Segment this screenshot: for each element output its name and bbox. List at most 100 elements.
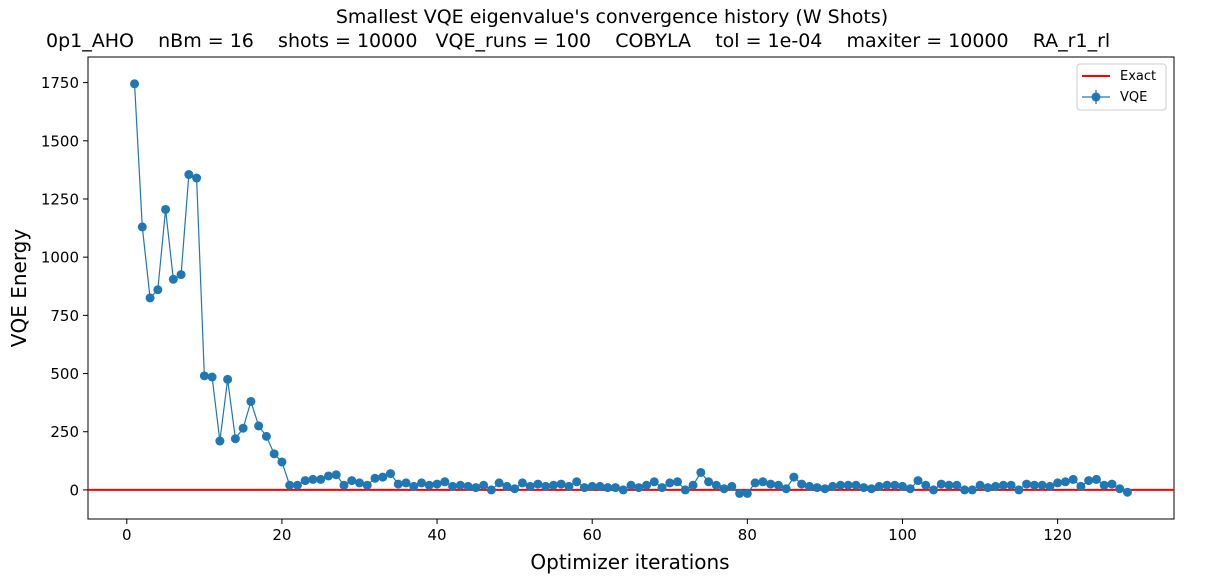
vqe-point [199,371,209,381]
vqe-point [533,479,543,489]
vqe-point [1084,476,1094,486]
vqe-point [936,479,946,489]
vqe-point [797,479,807,489]
y-tick-label: 0 [69,481,79,499]
vqe-point [486,485,496,495]
vqe-point [409,481,419,491]
legend: Exact VQE [1076,63,1167,111]
vqe-point [665,478,675,488]
vqe-point [1122,487,1132,497]
vqe-point [781,484,791,494]
vqe-point [960,485,970,495]
vqe-series-group [130,79,1132,498]
vqe-series-line [133,83,1128,494]
x-tick-label: 20 [272,526,291,544]
vqe-point [820,484,830,494]
vqe-point [269,449,279,459]
y-tick-label: 1250 [41,190,79,208]
vqe-point [440,477,450,487]
vqe-point [804,481,814,491]
vqe-point [1014,485,1024,495]
chart-title: Smallest VQE eigenvalue's convergence hi… [335,6,889,28]
vqe-point [711,480,721,490]
vqe-point [680,485,690,495]
vqe-point [378,472,388,482]
vqe-point [991,481,1001,491]
vqe-point [308,474,318,484]
vqe-point [223,374,233,384]
vqe-point [455,480,465,490]
x-tick-label: 120 [1043,526,1072,544]
vqe-point [238,423,248,433]
vqe-point [1045,481,1055,491]
vqe-point [579,483,589,493]
vqe-point [564,481,574,491]
vqe-point [1053,478,1063,488]
vqe-point [727,481,737,491]
vqe-point [1006,480,1016,490]
vqe-point [292,480,302,490]
vqe-point [176,270,186,280]
vqe-point [921,480,931,490]
vqe-point [657,483,667,493]
vqe-point [277,457,287,467]
vqe-point [331,470,341,480]
vqe-point [1022,479,1032,489]
y-tick-label: 500 [50,365,79,383]
y-ticks: 0 250 500 750 1000 1250 1500 1750 [41,74,88,499]
x-tick-label: 0 [122,526,132,544]
x-tick-label: 80 [738,526,757,544]
chart-subtitle: 0p1_AHO nBm = 16 shots = 10000 VQE_runs … [46,30,1111,52]
vqe-point [393,479,403,489]
vqe-point [1099,480,1109,490]
vqe-point [246,396,256,406]
legend-exact-label: Exact [1120,69,1156,84]
vqe-point [944,480,954,490]
vqe-point [362,480,372,490]
vqe-point [401,478,411,488]
vqe-point [207,372,217,382]
y-tick-label: 250 [50,423,79,441]
vqe-point [696,467,706,477]
vqe-point [634,483,644,493]
vqe-point [642,480,652,490]
vqe-point [998,480,1008,490]
vqe-point [1037,480,1047,490]
vqe-point [704,477,714,487]
vqe-point [502,481,512,491]
vqe-point [548,480,558,490]
vqe-point [510,484,520,494]
vqe-point [688,480,698,490]
plot-frame [87,56,1175,520]
vqe-point [261,431,271,441]
vqe-point [300,476,310,486]
vqe-point [866,484,876,494]
vqe-point [145,293,155,303]
y-tick-label: 1000 [41,249,79,267]
vqe-point [905,484,915,494]
vqe-point [758,477,768,487]
vqe-point [983,483,993,493]
vqe-point [432,479,442,489]
vqe-point [254,421,264,431]
vqe-point [1060,477,1070,487]
vqe-point [742,488,752,498]
vqe-point [316,474,326,484]
vqe-point [370,473,380,483]
vqe-point [719,484,729,494]
vqe-point [479,480,489,490]
vqe-point [859,483,869,493]
vqe-point [929,485,939,495]
vqe-point [448,481,458,491]
vqe-point [828,481,838,491]
vqe-point [1029,480,1039,490]
y-tick-label: 1750 [41,74,79,92]
vqe-point [649,477,659,487]
vqe-point [137,222,147,232]
vqe-point [130,79,140,89]
vqe-point [161,204,171,214]
vqe-point [595,481,605,491]
x-axis-label: Optimizer iterations [530,550,729,574]
vqe-point [1107,479,1117,489]
vqe-point [285,480,295,490]
